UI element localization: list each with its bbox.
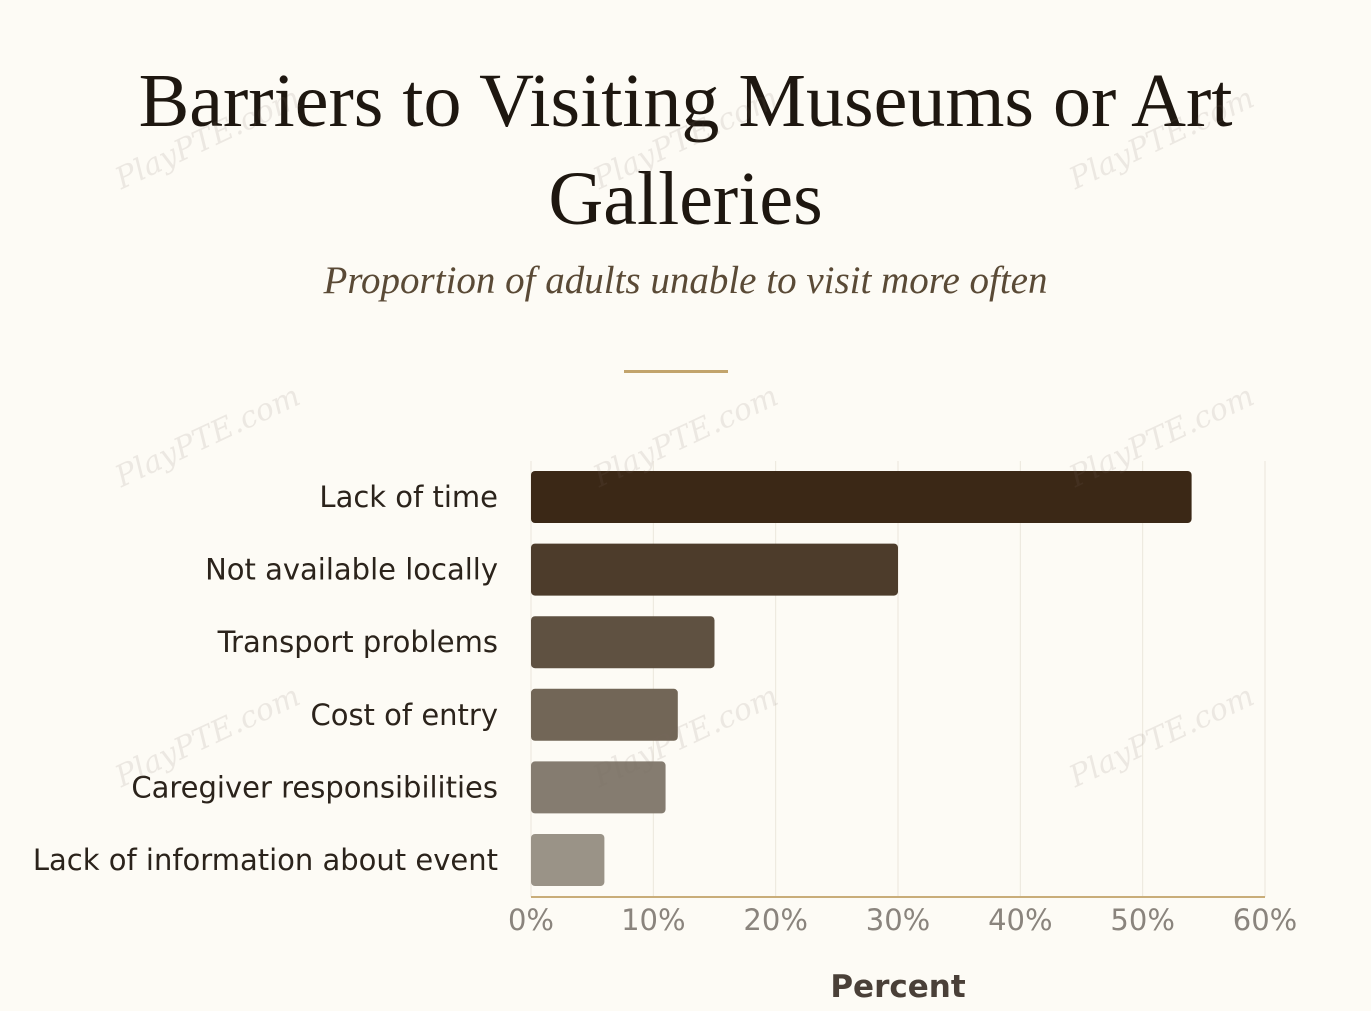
category-label: Not available locally [205,553,498,587]
bar [531,761,666,814]
bar [531,688,678,741]
x-tick-label: 40% [988,903,1052,937]
x-tick-label: 0% [508,903,554,937]
bar [531,543,898,596]
bar [531,616,715,669]
x-axis-title: Percent [830,969,966,1005]
x-tick-label: 60% [1233,903,1297,937]
chart-subtitle: Proportion of adults unable to visit mor… [323,259,1048,302]
x-tick-label: 30% [866,903,930,937]
bar [531,471,1192,523]
category-label: Lack of information about event [33,843,498,877]
category-label: Cost of entry [310,698,498,732]
chart-title: Barriers to Visiting Museums or Art Gall… [138,59,1233,241]
x-tick-label: 10% [621,903,685,937]
x-tick-label: 20% [743,903,807,937]
category-label: Caregiver responsibilities [131,770,498,804]
category-label: Lack of time [319,480,498,514]
x-tick-labels: 0% 10% 20% 30% 40% 50% 60% [508,903,1297,937]
category-labels: Lack of time Not available locally Transpo… [33,480,498,877]
x-tick-label: 50% [1110,903,1174,937]
grid-lines [530,461,1266,897]
bars [531,471,1192,886]
bar [531,834,605,886]
category-label: Transport problems [217,625,498,659]
title-divider [624,370,728,373]
